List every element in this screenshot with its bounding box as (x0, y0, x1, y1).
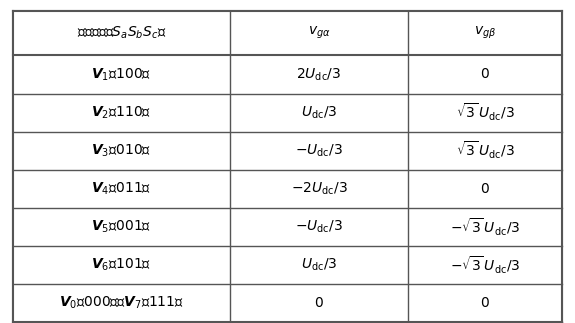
Bar (13, 94, 562, 132)
Text: $-\sqrt{3}\,U_{\mathrm{dc}}/3$: $-\sqrt{3}\,U_{\mathrm{dc}}/3$ (450, 255, 520, 276)
Text: $-\sqrt{3}\,U_{\mathrm{dc}}/3$: $-\sqrt{3}\,U_{\mathrm{dc}}/3$ (450, 216, 520, 238)
Text: $\sqrt{3}\,U_{\mathrm{dc}}/3$: $\sqrt{3}\,U_{\mathrm{dc}}/3$ (455, 102, 514, 123)
Text: $\boldsymbol{V}_5$（001）: $\boldsymbol{V}_5$（001） (91, 219, 152, 235)
Text: $\sqrt{3}\,U_{\mathrm{dc}}/3$: $\sqrt{3}\,U_{\mathrm{dc}}/3$ (455, 140, 514, 162)
Text: $0$: $0$ (480, 296, 490, 310)
Text: $2U_{\mathrm{dc}}/3$: $2U_{\mathrm{dc}}/3$ (296, 66, 342, 83)
Bar (13, 11, 562, 56)
Text: $-U_{\mathrm{dc}}/3$: $-U_{\mathrm{dc}}/3$ (295, 219, 343, 235)
Text: 电压矢量（$S_aS_bS_c$）: 电压矢量（$S_aS_bS_c$） (77, 25, 166, 41)
Bar (13, 246, 562, 284)
Text: $0$: $0$ (480, 182, 490, 196)
Text: $\boldsymbol{V}_2$（110）: $\boldsymbol{V}_2$（110） (91, 104, 152, 121)
Text: $v_{g\beta}$: $v_{g\beta}$ (474, 25, 496, 41)
Text: $0$: $0$ (314, 296, 324, 310)
Text: $-2U_{\mathrm{dc}}/3$: $-2U_{\mathrm{dc}}/3$ (290, 181, 347, 197)
Bar (13, 132, 562, 170)
Text: $U_{\mathrm{dc}}/3$: $U_{\mathrm{dc}}/3$ (301, 104, 337, 121)
Text: $\boldsymbol{V}_6$（101）: $\boldsymbol{V}_6$（101） (91, 257, 152, 273)
Text: $v_{g\alpha}$: $v_{g\alpha}$ (308, 25, 330, 41)
Bar (13, 208, 562, 246)
Text: $\boldsymbol{V}_1$（100）: $\boldsymbol{V}_1$（100） (91, 66, 152, 83)
Text: $\boldsymbol{V}_0$（000），$\boldsymbol{V}_7$（111）: $\boldsymbol{V}_0$（000），$\boldsymbol{V}_… (59, 295, 184, 311)
Bar (13, 284, 562, 322)
Text: $\boldsymbol{V}_4$（011）: $\boldsymbol{V}_4$（011） (91, 181, 152, 197)
Bar (13, 170, 562, 208)
Text: $0$: $0$ (480, 68, 490, 81)
Bar (13, 56, 562, 94)
Text: $-U_{\mathrm{dc}}/3$: $-U_{\mathrm{dc}}/3$ (295, 142, 343, 159)
Text: $U_{\mathrm{dc}}/3$: $U_{\mathrm{dc}}/3$ (301, 257, 337, 273)
Text: $\boldsymbol{V}_3$（010）: $\boldsymbol{V}_3$（010） (91, 142, 152, 159)
